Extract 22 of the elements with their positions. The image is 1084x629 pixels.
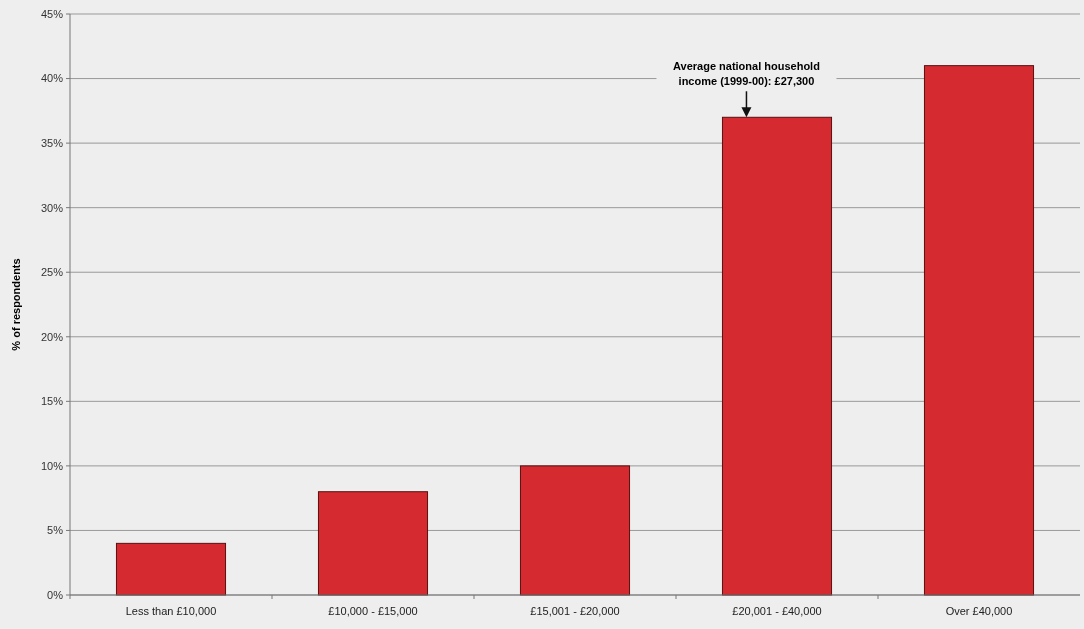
y-tick-label: 35% bbox=[40, 136, 64, 149]
y-tick-label: 0% bbox=[47, 588, 64, 601]
bar bbox=[519, 465, 631, 596]
bar bbox=[721, 116, 833, 596]
y-tick-label: 25% bbox=[40, 266, 64, 279]
bar bbox=[317, 491, 429, 596]
y-tick-label: 5% bbox=[47, 524, 64, 537]
annotation: Average national household income (1999-00): £27,300 bbox=[673, 60, 820, 88]
x-tick-label: £20,001 - £40,000 bbox=[732, 605, 822, 617]
y-axis-title: % of respondents bbox=[10, 258, 22, 351]
y-tick-label: 30% bbox=[40, 201, 64, 214]
y-tick-label: 20% bbox=[40, 330, 64, 343]
x-tick-label: Less than £10,000 bbox=[125, 605, 217, 617]
y-tick-label: 10% bbox=[40, 459, 64, 472]
bar bbox=[115, 542, 227, 596]
y-tick-label: 40% bbox=[40, 72, 64, 85]
x-tick-label: £15,001 - £20,000 bbox=[530, 605, 620, 617]
bar bbox=[923, 65, 1035, 596]
x-tick-label: £10,000 - £15,000 bbox=[328, 605, 418, 617]
x-tick-label: Over £40,000 bbox=[945, 605, 1013, 617]
y-tick-label: 15% bbox=[40, 395, 64, 408]
y-tick-label: 45% bbox=[40, 7, 64, 20]
